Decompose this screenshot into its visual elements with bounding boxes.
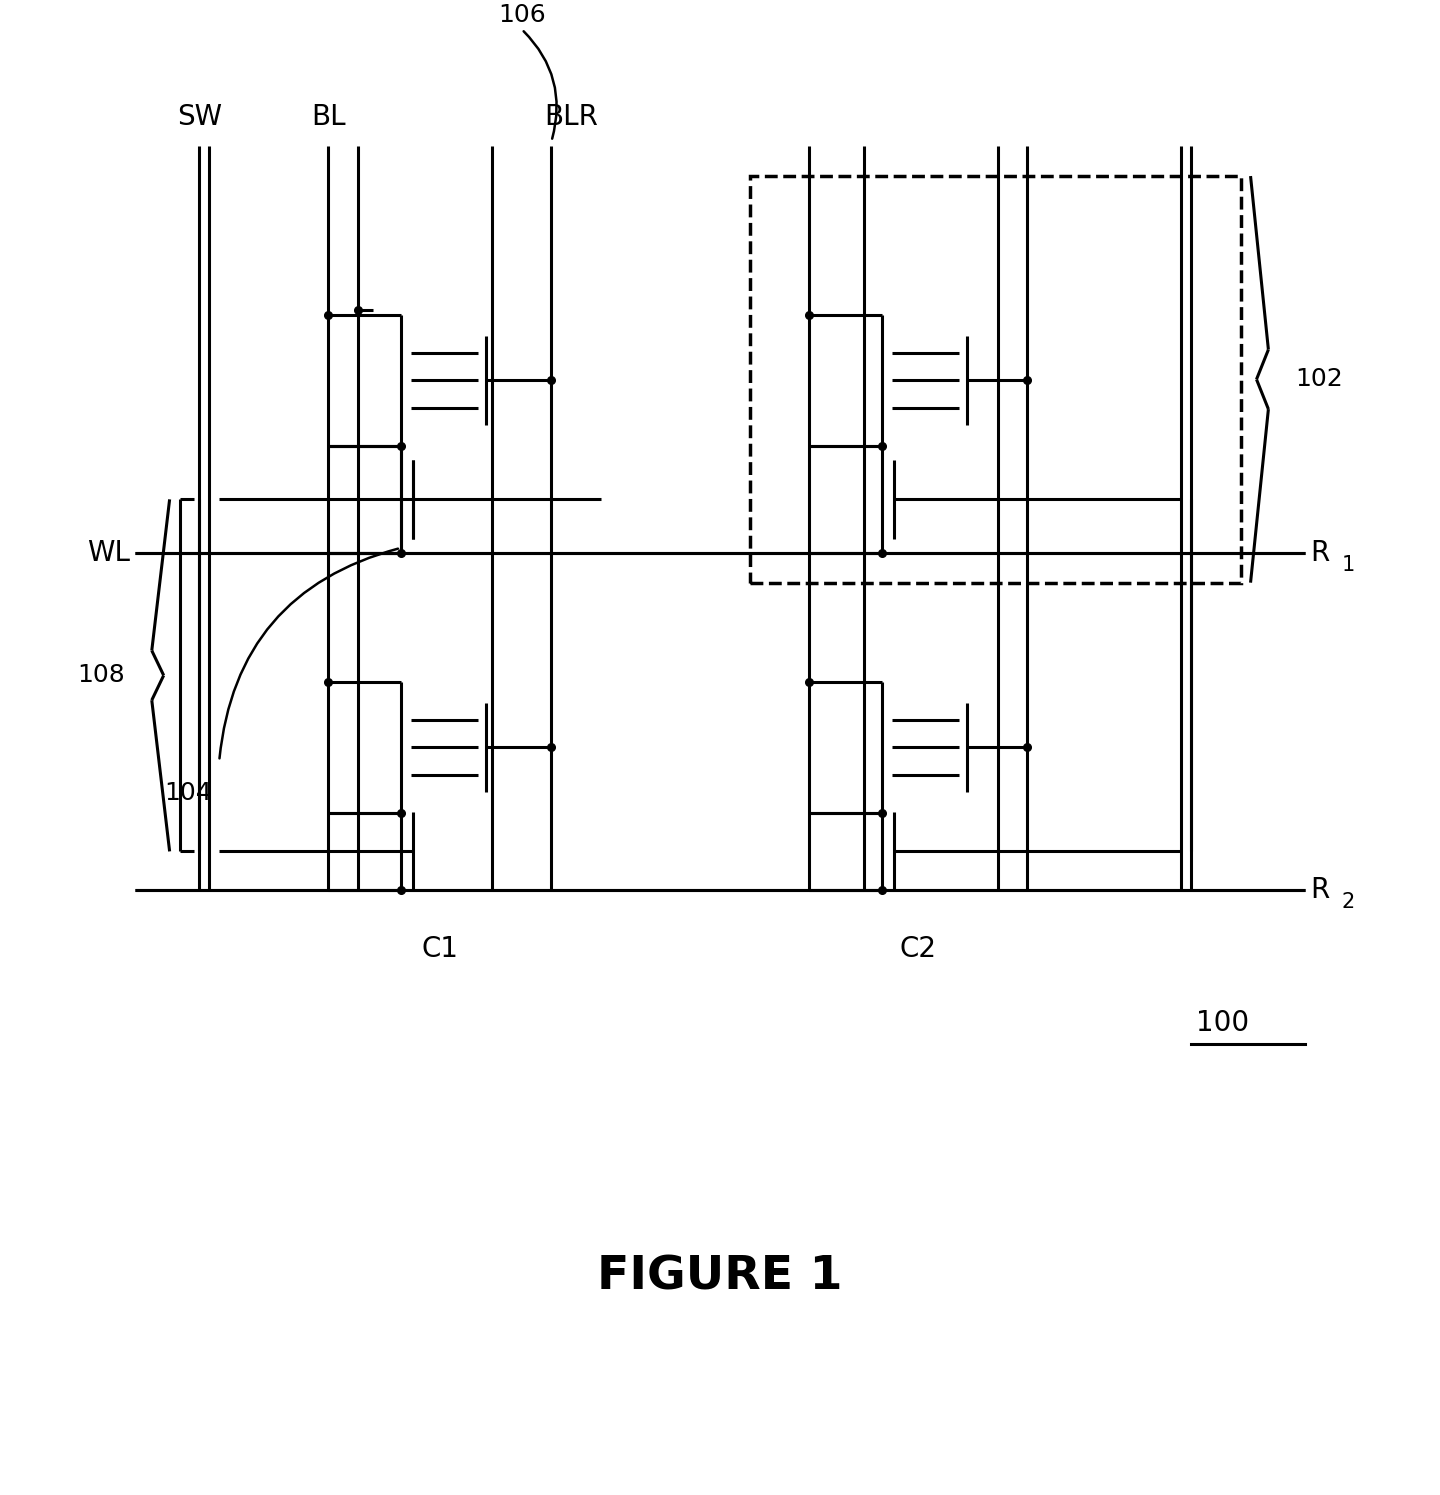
Text: FIGURE 1: FIGURE 1 (598, 1254, 842, 1299)
FancyArrowPatch shape (524, 31, 557, 139)
Text: R: R (1310, 538, 1329, 567)
Text: 108: 108 (78, 664, 125, 688)
Bar (750, 176, 1241, 583)
Text: 2: 2 (1342, 893, 1355, 912)
Text: WL: WL (86, 538, 130, 567)
Text: C2: C2 (900, 934, 937, 963)
Text: 1: 1 (1342, 555, 1355, 574)
Text: BLR: BLR (544, 103, 598, 132)
Text: 100: 100 (1197, 1009, 1248, 1038)
Text: C1: C1 (422, 934, 458, 963)
Text: 106: 106 (498, 3, 546, 27)
FancyArrowPatch shape (219, 549, 397, 758)
Text: 102: 102 (1295, 368, 1344, 392)
Text: 104: 104 (164, 780, 213, 804)
Text: R: R (1310, 876, 1329, 904)
Text: BL: BL (311, 103, 346, 132)
Text: SW: SW (177, 103, 222, 132)
